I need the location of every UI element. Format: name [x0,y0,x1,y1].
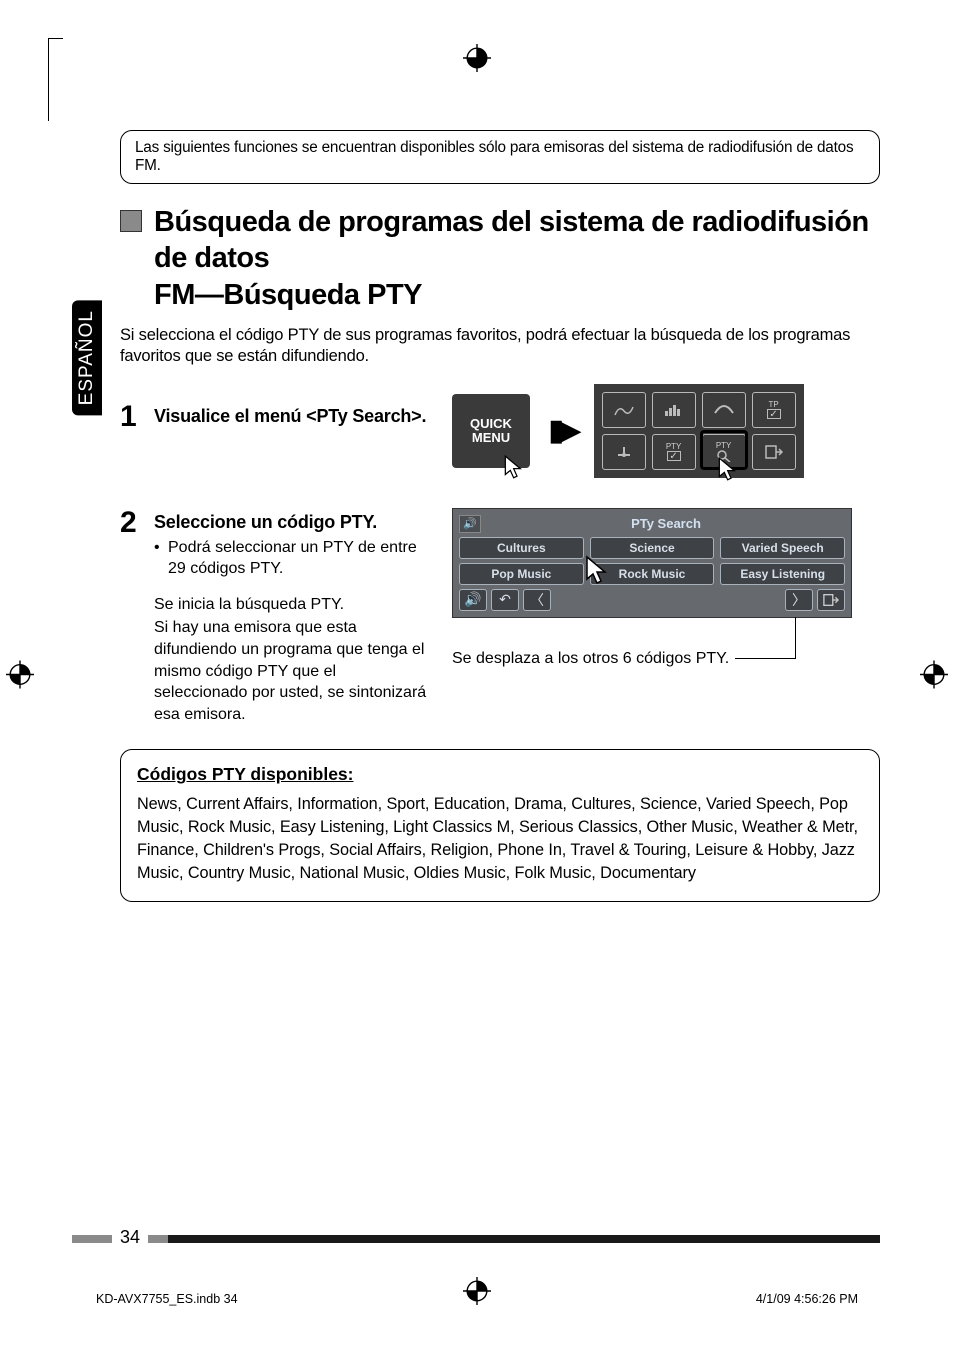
registration-mark-icon [920,661,948,694]
footer-right: 4/1/09 4:56:26 PM [756,1292,858,1306]
grid-cell[interactable] [702,392,746,428]
step-paragraph: Si hay una emisora que esta difundiendo … [154,617,430,725]
section-heading: Búsqueda de programas del sistema de rad… [120,204,880,313]
bullet-text: Podrá seleccionar un PTY de entre 29 cód… [168,537,430,580]
step-1-row: 1 Visualice el menú <PTy Search>. QUICK … [120,384,880,478]
pty-option[interactable]: Varied Speech [720,537,845,559]
step-number: 1 [120,402,154,432]
cursor-icon [583,555,607,585]
page-number-bar: 34 [72,1234,880,1244]
pty-label: PTY [716,441,732,450]
registration-mark-icon [6,661,34,694]
pty-option[interactable]: Rock Music [590,563,715,585]
quick-menu-label-1: QUICK [470,417,512,431]
codes-body: News, Current Affairs, Information, Spor… [137,793,863,884]
grid-cell[interactable] [652,392,696,428]
pty-option[interactable]: Easy Listening [720,563,845,585]
step-paragraph: Se inicia la búsqueda PTY. [154,594,430,616]
grid-cell-tp[interactable]: TP ✓ [752,392,796,428]
step-title: Visualice el menú <PTy Search>. [154,406,430,427]
exit-icon[interactable] [817,589,845,611]
page-content: Las siguientes funciones se encuentran d… [120,130,880,902]
pty-option[interactable]: Science [590,537,715,559]
heading-bullet-icon [120,210,142,232]
back-icon[interactable]: ↶ [491,589,519,611]
next-icon[interactable]: 〉 [785,589,813,611]
language-tab: ESPAÑOL [72,300,102,415]
footer-left: KD-AVX7755_ES.indb 34 [96,1292,238,1306]
prev-icon[interactable]: 〈 [523,589,551,611]
quick-menu-label-2: MENU [472,431,510,445]
codes-title: Códigos PTY disponibles: [137,764,863,785]
speaker-small-icon[interactable]: 🔊 [459,589,487,611]
step-title: Seleccione un código PTY. [154,512,430,533]
grid-cell-pty-search[interactable]: PTY [702,434,746,470]
codes-box: Códigos PTY disponibles: News, Current A… [120,749,880,901]
step-number: 2 [120,508,154,726]
quick-menu-grid: TP ✓ PTY ✓ PTY [594,384,804,478]
registration-mark-icon [463,44,491,77]
grid-cell-pty-check[interactable]: PTY ✓ [652,434,696,470]
quick-menu-button[interactable]: QUICK MENU [452,394,530,468]
pty-option[interactable]: Cultures [459,537,584,559]
grid-cell[interactable] [602,434,646,470]
intro-paragraph: Si selecciona el código PTY de sus progr… [120,325,880,368]
arrow-right-icon: ▮▶ [548,413,576,448]
pty-search-screen: 🔊 PTy Search Cultures Science Varied Spe… [452,508,852,618]
footer: KD-AVX7755_ES.indb 34 4/1/09 4:56:26 PM [96,1292,858,1306]
step-2-row: 2 Seleccione un código PTY. • Podrá sele… [120,508,880,726]
top-note-box: Las siguientes funciones se encuentran d… [120,130,880,184]
screen-title: PTy Search [487,516,845,531]
grid-cell[interactable] [602,392,646,428]
cursor-icon [502,454,522,480]
grid-cell-exit[interactable] [752,434,796,470]
heading-text: Búsqueda de programas del sistema de rad… [154,204,880,313]
speaker-icon: 🔊 [459,515,481,533]
step-bullet: • Podrá seleccionar un PTY de entre 29 c… [154,537,430,580]
quick-menu-diagram: QUICK MENU ▮▶ TP ✓ PTY ✓ [452,384,880,478]
caption-text: Se desplaza a los otros 6 códigos PTY. [452,650,729,668]
page-number: 34 [120,1227,140,1248]
caption-row: Se desplaza a los otros 6 códigos PTY. [452,638,880,680]
pty-option[interactable]: Pop Music [459,563,584,585]
crop-mark [48,38,63,121]
